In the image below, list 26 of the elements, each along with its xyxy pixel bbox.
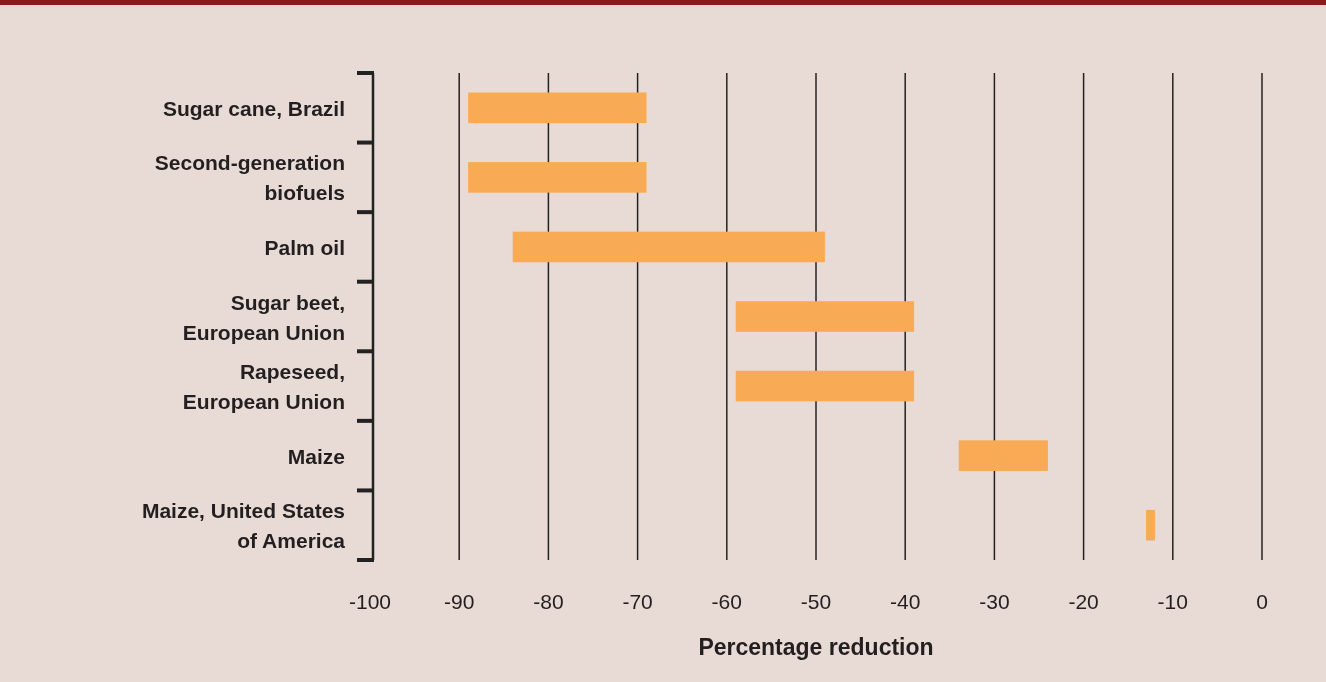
bar <box>958 440 1048 471</box>
bar <box>512 231 825 263</box>
x-tick-label: -60 <box>711 589 742 613</box>
y-tick-label: Rapeseed, European Union <box>182 359 345 413</box>
bar <box>468 162 647 193</box>
x-tick-label: -90 <box>444 589 475 613</box>
y-tick-label: Sugar beet, European Union <box>182 290 345 343</box>
x-axis-title: Percentage reduction <box>698 634 934 660</box>
x-tick-label: -80 <box>533 589 564 613</box>
x-tick-label: -30 <box>979 589 1010 613</box>
y-tick-label: Second-generation biofuels <box>154 150 345 204</box>
x-tick-label: 0 <box>1256 589 1268 613</box>
bar <box>735 301 915 332</box>
bar <box>735 370 915 402</box>
y-tick-label: Sugar cane, Brazil <box>162 96 345 120</box>
y-tick-label: Maize, United States of America <box>141 498 346 552</box>
x-tick-label: -40 <box>890 589 921 613</box>
y-tick-label: Palm oil <box>264 235 345 259</box>
bar <box>1146 509 1155 541</box>
x-tick-label: -50 <box>800 589 832 613</box>
x-tick-label: -20 <box>1068 589 1099 613</box>
y-tick-label: Maize <box>287 444 345 468</box>
x-tick-label: -10 <box>1157 589 1188 613</box>
x-tick-label: -70 <box>622 589 653 613</box>
x-tick-label: -100 <box>348 589 392 613</box>
bar <box>468 92 647 124</box>
